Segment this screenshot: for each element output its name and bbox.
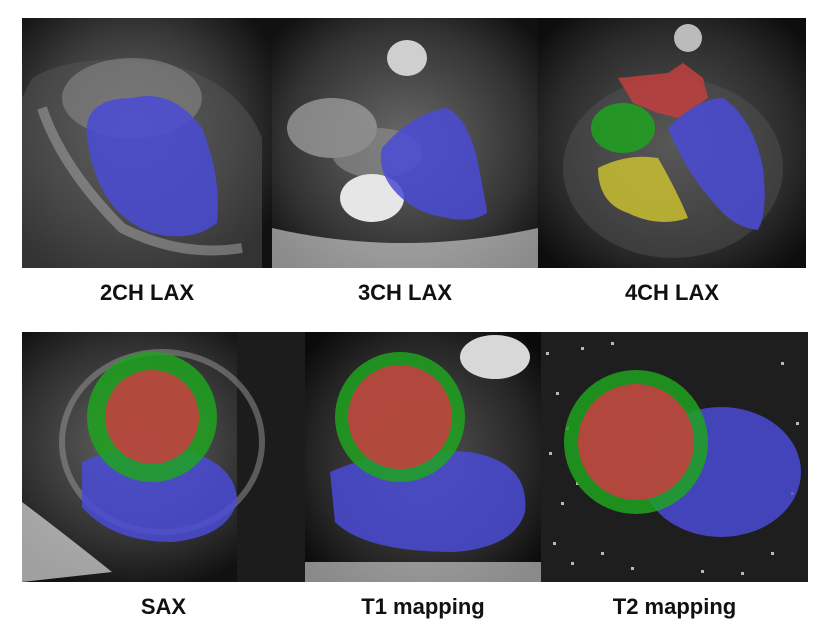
lv-segmentation xyxy=(668,98,765,230)
panel-label: SAX xyxy=(140,594,187,619)
panel-label: 3CH LAX xyxy=(357,280,453,305)
mri-image-4ch-lax xyxy=(538,18,806,268)
mri-image-t1-mapping xyxy=(305,332,541,582)
panel-label: T2 mapping xyxy=(612,594,737,619)
mri-panel-4ch-lax xyxy=(538,18,806,268)
lv-blood-pool-segmentation xyxy=(348,365,452,469)
lv-segmentation xyxy=(380,108,487,220)
mri-image-3ch-lax xyxy=(272,18,538,268)
mri-panel-t1-mapping xyxy=(305,332,541,582)
mri-image-sax xyxy=(22,332,305,582)
rv-segmentation xyxy=(598,156,688,222)
la-segmentation xyxy=(618,63,708,118)
mri-panel-2ch-lax xyxy=(22,18,272,268)
mri-image-2ch-lax xyxy=(22,18,272,268)
mri-panel-sax xyxy=(22,332,305,582)
lv-blood-pool-segmentation xyxy=(105,370,199,464)
lv-blood-pool-segmentation xyxy=(578,384,694,500)
lv-segmentation xyxy=(86,96,218,237)
panel-label: T1 mapping xyxy=(361,594,485,619)
panel-label: 2CH LAX xyxy=(99,280,195,305)
mri-panel-3ch-lax xyxy=(272,18,538,268)
mri-panel-t2-mapping xyxy=(541,332,808,582)
ra-segmentation xyxy=(591,103,655,153)
panel-label: 4CH LAX xyxy=(624,280,720,305)
mri-image-t2-mapping xyxy=(541,332,808,582)
